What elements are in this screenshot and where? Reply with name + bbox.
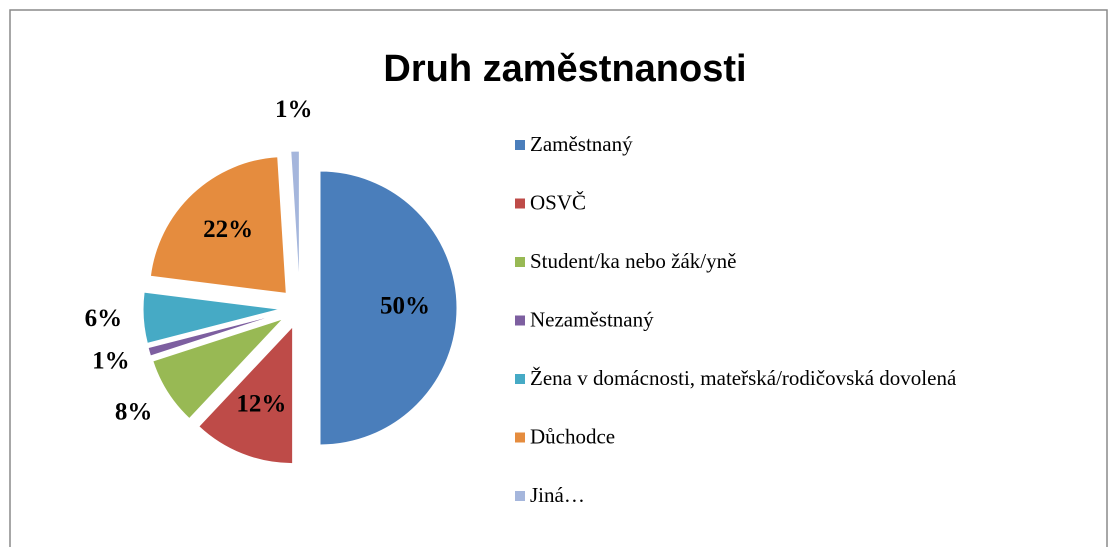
legend-swatch (515, 374, 525, 384)
data-label: 22% (203, 216, 253, 243)
data-label: 12% (236, 390, 286, 417)
legend-label: Žena v domácnosti, mateřská/rodičovská d… (530, 366, 957, 390)
data-label: 50% (380, 293, 430, 320)
legend-label: Student/ka nebo žák/yně (530, 249, 736, 273)
legend-label: Důchodce (530, 424, 615, 448)
data-label: 1% (92, 348, 130, 375)
pie-slice (147, 313, 281, 357)
legend-label: Nezaměstnaný (530, 307, 654, 331)
legend-swatch (515, 198, 525, 209)
legend-swatch (515, 315, 525, 326)
pie-slice (149, 156, 287, 294)
legend-swatch (515, 432, 525, 443)
legend-label: Zaměstnaný (530, 132, 633, 156)
pie-slice (198, 325, 294, 465)
pie-slice (152, 318, 284, 420)
legend-label: OSVČ (530, 190, 586, 214)
data-label: 8% (115, 398, 153, 425)
pie-slice (142, 291, 281, 344)
chart-title: Druh zaměstnanosti (383, 48, 746, 90)
legend-swatch (515, 257, 525, 267)
pie-slice (290, 150, 300, 289)
pie-slice (319, 170, 458, 446)
legend-swatch (515, 140, 525, 150)
data-label: 6% (85, 305, 123, 332)
legend-label: Jiná… (530, 483, 585, 507)
legend-swatch (515, 491, 525, 501)
data-label: 1% (275, 96, 313, 123)
